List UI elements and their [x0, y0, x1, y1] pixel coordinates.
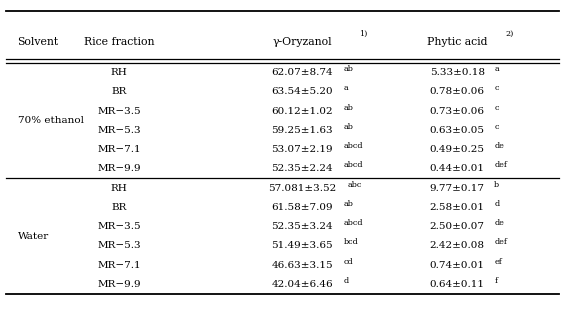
- Text: abc: abc: [348, 181, 362, 188]
- Text: ab: ab: [344, 104, 354, 112]
- Text: RH: RH: [111, 184, 128, 193]
- Text: RH: RH: [111, 68, 128, 77]
- Text: c: c: [494, 84, 499, 92]
- Text: bcd: bcd: [344, 238, 358, 246]
- Text: 42.04±6.46: 42.04±6.46: [271, 280, 333, 289]
- Text: Phytic acid: Phytic acid: [427, 38, 488, 47]
- Text: 0.64±0.11: 0.64±0.11: [430, 280, 485, 289]
- Text: 0.49±0.25: 0.49±0.25: [430, 145, 485, 154]
- Text: 63.54±5.20: 63.54±5.20: [271, 87, 333, 96]
- Text: ab: ab: [344, 200, 354, 208]
- Text: 9.77±0.17: 9.77±0.17: [430, 184, 485, 193]
- Text: ab: ab: [344, 123, 354, 131]
- Text: d: d: [344, 277, 349, 285]
- Text: 0.73±0.06: 0.73±0.06: [430, 107, 485, 116]
- Text: 60.12±1.02: 60.12±1.02: [271, 107, 333, 116]
- Text: 2.58±0.01: 2.58±0.01: [430, 203, 485, 212]
- Text: abcd: abcd: [344, 162, 363, 169]
- Text: 2.50±0.07: 2.50±0.07: [430, 222, 485, 231]
- Text: 0.74±0.01: 0.74±0.01: [430, 260, 485, 269]
- Text: MR−3.5: MR−3.5: [97, 107, 141, 116]
- Text: MR−7.1: MR−7.1: [97, 145, 141, 154]
- Text: MR−7.1: MR−7.1: [97, 260, 141, 269]
- Text: 52.35±3.24: 52.35±3.24: [271, 222, 333, 231]
- Text: 57.081±3.52: 57.081±3.52: [268, 184, 336, 193]
- Text: MR−5.3: MR−5.3: [97, 126, 141, 135]
- Text: 70% ethanol: 70% ethanol: [18, 116, 84, 125]
- Text: b: b: [494, 181, 499, 188]
- Text: d: d: [494, 200, 499, 208]
- Text: 0.63±0.05: 0.63±0.05: [430, 126, 485, 135]
- Text: γ-Oryzanol: γ-Oryzanol: [272, 38, 332, 47]
- Text: 5.33±0.18: 5.33±0.18: [430, 68, 485, 77]
- Text: BR: BR: [111, 87, 127, 96]
- Text: 0.78±0.06: 0.78±0.06: [430, 87, 485, 96]
- Text: f: f: [494, 277, 497, 285]
- Text: 62.07±8.74: 62.07±8.74: [271, 68, 333, 77]
- Text: 51.49±3.65: 51.49±3.65: [271, 241, 333, 250]
- Text: 61.58±7.09: 61.58±7.09: [271, 203, 333, 212]
- Text: MR−9.9: MR−9.9: [97, 280, 141, 289]
- Text: MR−9.9: MR−9.9: [97, 164, 141, 173]
- Text: ab: ab: [344, 65, 354, 73]
- Text: de: de: [494, 142, 504, 150]
- Text: de: de: [494, 219, 504, 227]
- Text: def: def: [494, 162, 507, 169]
- Text: cd: cd: [344, 258, 353, 266]
- Text: 52.35±2.24: 52.35±2.24: [271, 164, 333, 173]
- Text: MR−5.3: MR−5.3: [97, 241, 141, 250]
- Text: def: def: [494, 238, 507, 246]
- Text: 1): 1): [359, 30, 367, 38]
- Text: Rice fraction: Rice fraction: [84, 38, 154, 47]
- Text: a: a: [494, 65, 499, 73]
- Text: 2.42±0.08: 2.42±0.08: [430, 241, 485, 250]
- Text: Water: Water: [18, 232, 49, 241]
- Text: c: c: [494, 123, 499, 131]
- Text: abcd: abcd: [344, 142, 363, 150]
- Text: a: a: [344, 84, 349, 92]
- Text: ef: ef: [494, 258, 502, 266]
- Text: abcd: abcd: [344, 219, 363, 227]
- Text: 0.44±0.01: 0.44±0.01: [430, 164, 485, 173]
- Text: MR−3.5: MR−3.5: [97, 222, 141, 231]
- Text: 46.63±3.15: 46.63±3.15: [271, 260, 333, 269]
- Text: 2): 2): [505, 30, 514, 38]
- Text: Solvent: Solvent: [18, 38, 59, 47]
- Text: BR: BR: [111, 203, 127, 212]
- Text: 59.25±1.63: 59.25±1.63: [271, 126, 333, 135]
- Text: c: c: [494, 104, 499, 112]
- Text: 53.07±2.19: 53.07±2.19: [271, 145, 333, 154]
